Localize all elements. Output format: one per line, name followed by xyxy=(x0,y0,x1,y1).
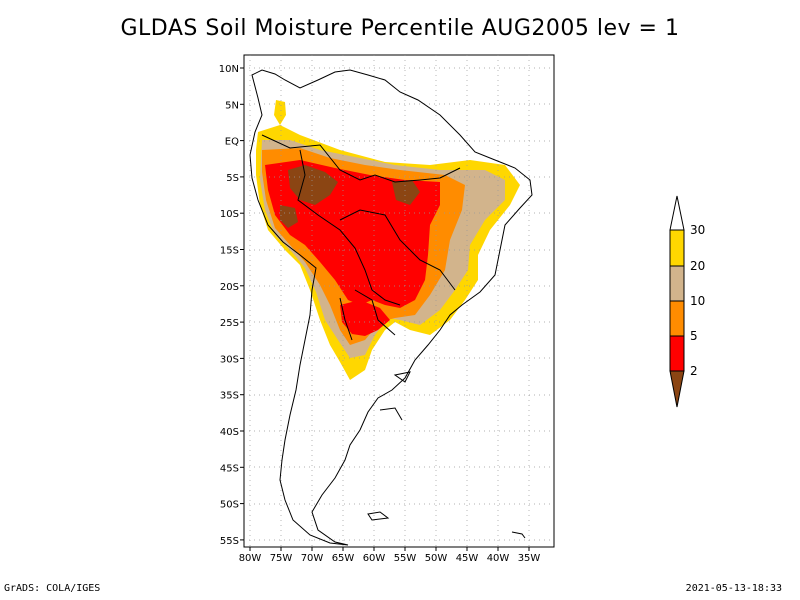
colorbar-10-20 xyxy=(669,265,685,302)
colorbar-2-5 xyxy=(669,335,685,372)
map-title: GLDAS Soil Moisture Percentile AUG2005 l… xyxy=(120,16,680,41)
footer-timestamp: 2021-05-13-18:33 xyxy=(685,583,782,594)
percentile-2-5-area xyxy=(340,300,390,336)
colorbar-label-10: 10 xyxy=(690,294,705,308)
colorbar-label-30: 30 xyxy=(690,223,705,237)
lat-tick-label: 40S xyxy=(220,427,239,438)
percentile-below-2-area xyxy=(288,165,338,205)
percentile-below-2-area xyxy=(392,180,420,205)
lon-tick-label: 40W xyxy=(487,553,510,564)
colorbar-20-30 xyxy=(669,229,685,267)
percentile-below-2-area xyxy=(280,205,298,228)
lat-tick-label: 30S xyxy=(220,354,239,365)
lon-tick-label: 75W xyxy=(270,553,293,564)
gridlines xyxy=(244,55,554,547)
lat-tick-label: 5N xyxy=(225,100,239,111)
colorbar-label-5: 5 xyxy=(690,329,698,343)
lat-tick-label: 55S xyxy=(220,536,239,547)
coastlines-borders xyxy=(249,69,533,546)
lat-tick-label: 15S xyxy=(220,246,239,257)
lat-tick-label: 10S xyxy=(220,209,239,220)
latitude-tick-labels: 10N 5N EQ 5S 10S 15S 20S 25S 30S 35S 40S 45S 50S 55S xyxy=(219,64,244,547)
colorbar-label-20: 20 xyxy=(690,259,705,273)
lon-tick-label: 35W xyxy=(518,553,541,564)
lon-tick-label: 50W xyxy=(425,553,448,564)
lat-tick-label: 35S xyxy=(220,391,239,402)
soil-moisture-field xyxy=(256,100,520,380)
colorbar-above-30 xyxy=(669,195,685,231)
lon-tick-label: 45W xyxy=(456,553,479,564)
lat-tick-label: 10N xyxy=(219,64,239,75)
lat-tick-label: 25S xyxy=(220,318,239,329)
longitude-tick-labels: 80W 75W 70W 65W 60W 55W 50W 45W 40W 35W xyxy=(239,547,541,564)
colorbar-label-2: 2 xyxy=(690,364,698,378)
footer-credit: GrADS: COLA/IGES xyxy=(4,583,101,594)
lon-tick-label: 70W xyxy=(301,553,324,564)
colorbar-below-2 xyxy=(669,370,685,408)
lat-tick-label: 5S xyxy=(226,173,239,184)
colorbar xyxy=(669,195,685,408)
lat-tick-label: 50S xyxy=(220,500,239,511)
lat-tick-label: 20S xyxy=(220,282,239,293)
colorbar-5-10 xyxy=(669,300,685,337)
lon-tick-label: 55W xyxy=(394,553,417,564)
lat-tick-label: EQ xyxy=(225,137,239,148)
lon-tick-label: 60W xyxy=(363,553,386,564)
lon-tick-label: 80W xyxy=(239,553,262,564)
lat-tick-label: 45S xyxy=(220,463,239,474)
percentile-20-30-area xyxy=(274,100,286,125)
lon-tick-label: 65W xyxy=(332,553,355,564)
